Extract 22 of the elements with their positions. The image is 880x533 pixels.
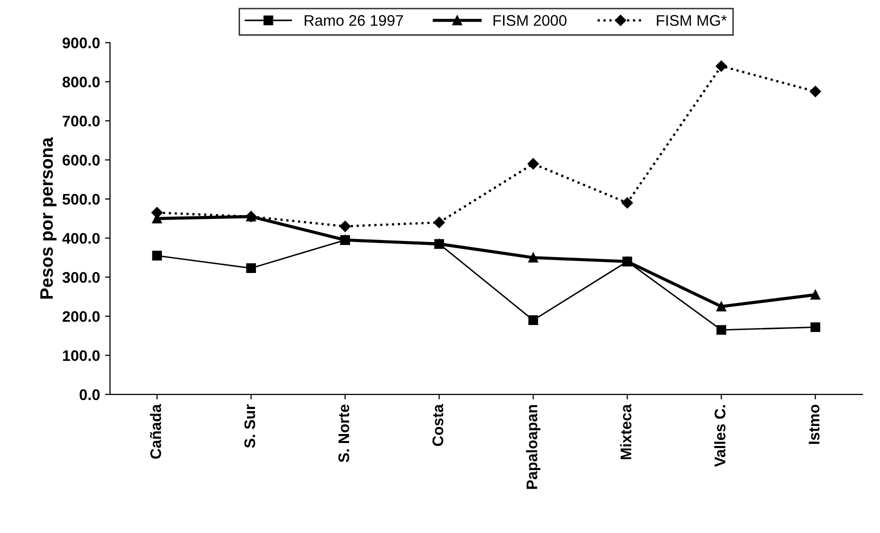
- x-tick-label: S. Norte: [338, 404, 350, 462]
- y-tick-label: 400.0: [62, 232, 100, 244]
- y-tick-label: 700.0: [62, 116, 100, 126]
- y-tick-label: 800.0: [62, 76, 100, 88]
- y-tick-label: 200.0: [62, 311, 100, 322]
- y-axis-title: Pesos por persona: [40, 137, 56, 299]
- x-tick-label: Mixteca: [620, 404, 632, 460]
- x-tick-label: Papaloapan: [526, 405, 540, 489]
- legend-label: FISM 2000: [494, 15, 566, 26]
- x-tick-label: Istmo: [808, 404, 820, 444]
- y-tick-label: 600.0: [62, 154, 100, 166]
- x-tick-label: Costa: [432, 404, 444, 446]
- x-tick-label: Valles C.: [714, 405, 726, 467]
- y-tick-label: 300.0: [62, 272, 100, 283]
- y-tick-label: 100.0: [63, 350, 100, 362]
- x-tick-label: S. Sur: [244, 404, 256, 448]
- legend-label: FISM MG*: [656, 15, 727, 26]
- y-tick-label: 500.0: [62, 194, 100, 205]
- y-tick-label: 0.0: [80, 389, 100, 400]
- legend-label: Ramo 26 1997: [304, 15, 403, 26]
- y-tick-label: 900.0: [62, 38, 100, 48]
- x-tick-label: Cañada: [150, 404, 162, 459]
